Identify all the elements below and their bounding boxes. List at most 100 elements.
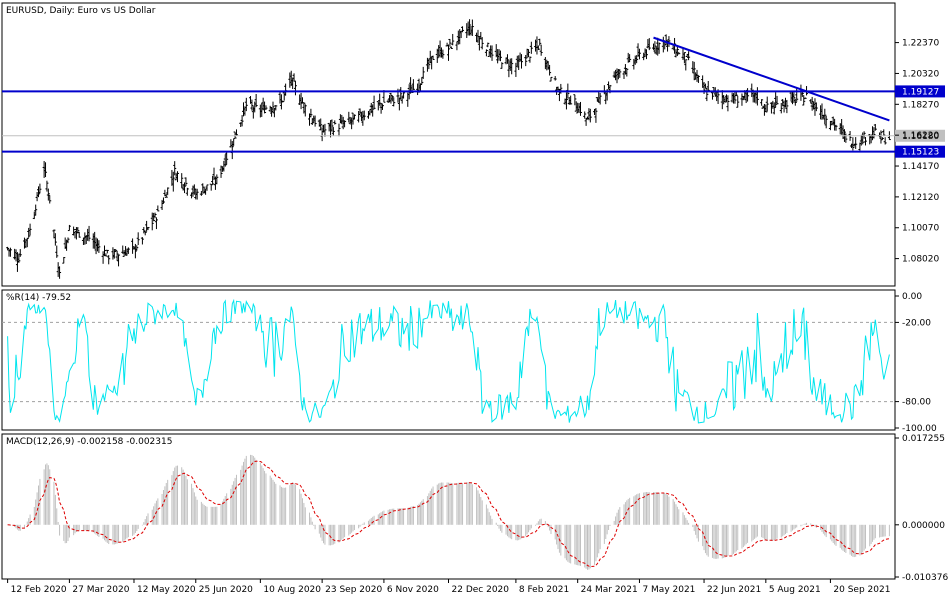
- time-tick-label: 23 Sep 2020: [325, 585, 382, 595]
- ohlc-bar: [17, 253, 21, 263]
- ohlc-bar: [45, 180, 49, 192]
- ohlc-bar: [215, 174, 219, 185]
- ohlc-bar: [775, 95, 779, 105]
- ohlc-bar: [529, 41, 533, 54]
- time-tick-label: 5 Aug 2021: [769, 585, 821, 595]
- ohlc-bar: [682, 52, 686, 64]
- ohlc-bar: [527, 49, 531, 58]
- williams-r-panel[interactable]: 0.00 -20.00 -80.00 -100.00 %R(14) -79.52: [1, 289, 937, 434]
- ohlc-bar: [25, 237, 29, 248]
- ohlc-bar: [152, 212, 156, 222]
- ohlc-bar: [274, 105, 278, 111]
- ohlc-bar: [498, 50, 502, 62]
- ohlc-bar: [854, 137, 858, 149]
- ohlc-bar: [594, 108, 598, 123]
- ohlc-bar: [150, 212, 154, 231]
- current-price-tag: [895, 129, 945, 142]
- ohlc-bar: [37, 186, 41, 198]
- price-tick-label: 1.14170: [902, 162, 939, 172]
- ohlc-bar: [232, 138, 236, 146]
- ohlc-bar: [180, 173, 184, 188]
- ohlc-bar: [765, 96, 769, 112]
- price-tick-label: 1.10070: [902, 224, 939, 234]
- price-tick-label: 1.22370: [902, 39, 939, 49]
- williams-r-axis: 0.00 -20.00 -80.00 -100.00: [895, 292, 937, 434]
- trendline[interactable]: [653, 36, 890, 122]
- current-price-label: 1.16180: [902, 132, 939, 142]
- macd-panel[interactable]: 0.017255 0.000000 -0.010376 MACD(12,26,9) …: [1, 433, 948, 583]
- ohlc-bar: [598, 93, 602, 105]
- ohlc-bar: [420, 77, 424, 85]
- ohlc-bar: [736, 95, 740, 108]
- ohlc-bar: [536, 45, 540, 51]
- horizontal-level-tag: [895, 85, 945, 98]
- ohlc-bar: [573, 94, 577, 106]
- horizontal-level-label: 1.15123: [902, 148, 939, 158]
- ohlc-bar: [500, 62, 504, 69]
- ohlc-bar: [164, 193, 168, 198]
- ohlc-bar: [553, 76, 557, 81]
- ohlc-bar: [549, 76, 553, 82]
- ohlc-bar: [447, 44, 450, 61]
- ohlc-bar: [879, 130, 883, 144]
- price-tick-label: 1.18270: [902, 100, 939, 110]
- ohlc-bar: [254, 93, 258, 108]
- ohlc-bar: [779, 103, 783, 114]
- ohlc-bar: [539, 44, 543, 56]
- ohlc-bar: [250, 99, 254, 111]
- ohlc-bar: [161, 197, 165, 204]
- ohlc-bar: [793, 98, 797, 106]
- williams-r-levels: [2, 321, 895, 403]
- ohlc-bar: [211, 175, 215, 185]
- time-axis: 12 Feb 2020 27 Mar 2020 12 May 2020 25 Jun …: [7, 579, 890, 595]
- ohlc-bar: [240, 115, 244, 127]
- macd-axis: 0.017255 0.000000 -0.010376: [895, 434, 948, 583]
- ohlc-bar: [421, 66, 425, 79]
- ohlc-bar: [171, 171, 175, 192]
- ohlc-bar: [205, 184, 209, 191]
- macd-title: MACD(12,26,9) -0.002158 -0.002315: [6, 437, 172, 447]
- williams-r-tick-label: -80.00: [902, 398, 931, 408]
- price-panel[interactable]: 1.16180 1.19127 1.15123 1.22370 1.20320 1.18…: [1, 2, 945, 287]
- ohlc-bar: [882, 129, 886, 137]
- ohlc-bar: [803, 97, 807, 100]
- ohlc-bar: [156, 205, 160, 212]
- ohlc-bar: [476, 29, 480, 43]
- ohlc-bar: [330, 119, 334, 132]
- ohlc-bar: [726, 95, 730, 112]
- time-tick-label: 7 May 2021: [642, 585, 695, 595]
- ohlc-bar: [647, 38, 651, 51]
- price-bars: [6, 19, 891, 279]
- ohlc-bar: [18, 249, 22, 257]
- ohlc-bar: [28, 223, 32, 236]
- ohlc-bar: [635, 55, 639, 64]
- ohlc-bar: [133, 243, 137, 259]
- horizontal-level-tag: [895, 145, 945, 158]
- time-tick-label: 22 Jun 2021: [707, 585, 761, 595]
- ohlc-bar: [309, 108, 313, 118]
- ohlc-bar: [684, 59, 688, 71]
- ohlc-bar: [564, 92, 568, 110]
- ohlc-bar: [173, 161, 177, 176]
- ohlc-bar: [48, 194, 52, 204]
- ohlc-bar: [303, 104, 307, 117]
- ohlc-bar: [451, 33, 455, 46]
- ohlc-bar: [97, 240, 101, 253]
- time-tick-label: 20 Sep 2021: [833, 585, 890, 595]
- price-horizontal-lines[interactable]: 1.16180 1.19127 1.15123: [2, 36, 945, 158]
- ohlc-bar: [27, 227, 31, 238]
- ohlc-bar: [154, 217, 158, 230]
- ohlc-bar: [209, 183, 213, 191]
- ohlc-bar: [880, 137, 884, 141]
- ohlc-bar: [653, 41, 657, 54]
- ohlc-bar: [524, 54, 528, 67]
- price-tick-label: 1.20320: [902, 69, 939, 79]
- ohlc-bar: [319, 118, 323, 131]
- ohlc-bar: [67, 224, 71, 232]
- ohlc-bar: [44, 162, 48, 178]
- ohlc-bar: [146, 226, 150, 231]
- ohlc-bar: [136, 232, 140, 246]
- ohlc-bar: [185, 187, 189, 196]
